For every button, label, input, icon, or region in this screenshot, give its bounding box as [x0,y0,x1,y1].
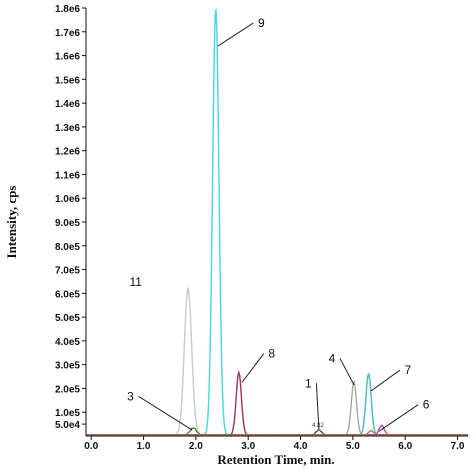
peak-leader-line [217,22,254,47]
peak-1-small-note: 4.82 [312,423,324,429]
y-tick-label: 1.0e5 [55,408,80,419]
y-tick-label: 1.2e6 [55,147,80,158]
y-tick-label: 3.0e5 [55,361,80,372]
y-tick-label: 1.5e6 [55,75,80,86]
ticks-layer: 1.8e6 1.7e6 1.6e6 1.5e6 1.4e6 1.3e6 1.2e6 1.1e6… [55,4,465,452]
x-tick-label: 6.0 [398,441,412,452]
y-tick-label: 2.0e5 [55,384,80,395]
peak-label: 7 [404,363,411,377]
peak-label: 8 [268,347,275,361]
peak-leader-line [138,395,193,431]
chromatogram-trace [85,372,469,437]
y-tick-label: 1.8e6 [55,4,80,15]
annotation-layer: 9 11 8 3 4 7 1 6 [127,16,430,432]
peak-label: 9 [258,16,265,30]
chromatogram-trace [85,287,469,437]
x-tick-label: 5.0 [346,441,360,452]
y-tick-label: 5.0e5 [55,313,80,324]
peak-label: 3 [127,389,134,403]
y-tick-label: 7.0e5 [55,266,80,277]
peak-label: 11 [129,275,142,289]
peak-leader-line [241,353,265,383]
peak-label: 6 [423,398,430,412]
y-tick-label: 1.6e6 [55,52,80,63]
chromatogram-trace [85,380,469,437]
peak-leader-line [315,383,320,429]
peak-leader-line [378,404,419,432]
y-tick-label: 9.0e5 [55,218,80,229]
y-tick-label: 5.0e4 [55,420,80,431]
chromatogram-trace [86,424,469,437]
x-tick-label: 0.0 [84,441,98,452]
y-tick-label: 1.0e6 [55,194,80,205]
x-tick-label: 2.0 [189,441,203,452]
x-tick-label: 1.0 [137,441,151,452]
x-tick-label: 4.0 [294,441,308,452]
chromatogram-trace [85,369,469,437]
y-tick-label: 1.3e6 [55,123,80,134]
peak-label: 1 [305,376,312,390]
x-tick-label: 3.0 [241,441,255,452]
y-tick-label: 1.7e6 [55,28,80,39]
y-tick-label: 6.0e5 [55,289,80,300]
peak-leader-line [370,369,401,392]
y-axis-title: Intensity, cps [4,186,19,259]
y-tick-label: 4.0e5 [55,337,80,348]
peak-leader-line [339,358,355,386]
series-layer [85,9,469,437]
chromatogram-trace [85,429,469,437]
y-tick-label: 1.1e6 [55,170,80,181]
x-tick-label: 7.0 [451,441,465,452]
peak-label: 4 [329,351,336,365]
y-tick-label: 1.4e6 [55,99,80,110]
y-tick-label: 8.0e5 [55,242,80,253]
x-axis-title: Retention Time, min. [217,452,334,467]
